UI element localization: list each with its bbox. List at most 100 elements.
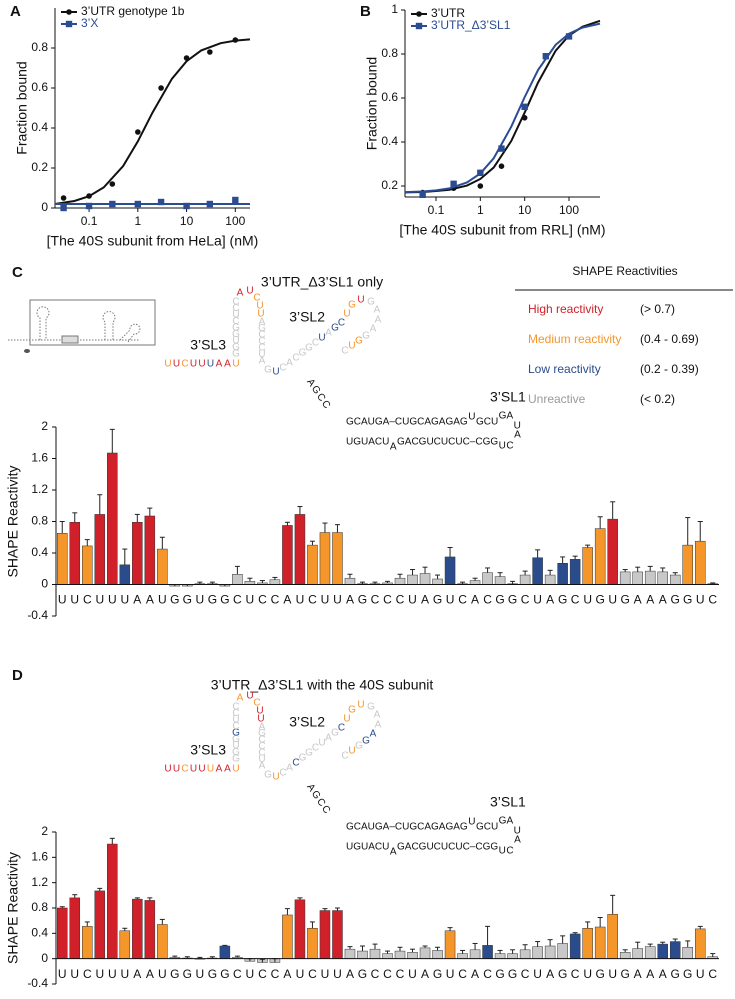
x-tick-label: A (421, 593, 429, 607)
error-bar (109, 837, 115, 845)
x-tick-label: G (220, 967, 229, 981)
x-tick-label: C (571, 593, 580, 607)
error-bar (122, 927, 128, 931)
x-tick-label: U (108, 967, 117, 981)
bar (82, 545, 93, 585)
error-bar (247, 577, 253, 582)
bar (457, 953, 468, 959)
error-bar (697, 521, 703, 542)
bar (382, 953, 393, 959)
error-bar (497, 572, 503, 577)
x-tick-label: U (321, 593, 330, 607)
nucleotide: C (258, 336, 265, 347)
x-tick-label: 1 (477, 203, 484, 217)
nucleotide: U (256, 301, 263, 312)
x-tick-label: C (371, 593, 380, 607)
error-bar (59, 906, 65, 908)
x-tick-label: A (421, 967, 429, 981)
error-bar (272, 576, 278, 580)
error-bar (660, 567, 666, 572)
stem-label: 3’SL1 (490, 794, 526, 810)
bar (644, 946, 656, 959)
sl1-sequence: A (514, 835, 521, 846)
nucleotide: G (331, 728, 339, 739)
bar (444, 930, 456, 959)
x-tick-label: 10 (518, 203, 532, 217)
y-tick-label: 0.4 (31, 926, 48, 940)
error-bar (635, 566, 641, 572)
nucleotide: G (331, 323, 339, 334)
nucleotide: C (312, 743, 319, 754)
x-tick-label: U (296, 593, 305, 607)
error-bar (134, 897, 140, 900)
bar (119, 564, 131, 585)
point (183, 55, 190, 61)
nucleotide: U (343, 714, 350, 725)
sl1-sequence: A (390, 847, 397, 858)
bar (607, 914, 618, 959)
error-bar (59, 521, 65, 534)
error-bar (547, 939, 553, 946)
bar (132, 898, 143, 959)
nucleotide: G (299, 753, 307, 764)
bar (332, 910, 343, 959)
x-tick-label: G (671, 593, 680, 607)
error-bar (72, 894, 78, 898)
x-tick-label: A (471, 593, 479, 607)
point (232, 196, 239, 204)
nucleotide: U (207, 764, 214, 775)
bar (544, 574, 556, 585)
x-axis-title: [The 40S subunit from RRL] (nM) (399, 222, 605, 238)
error-bar (372, 943, 378, 950)
error-bar (460, 581, 466, 584)
nucleotide: C (341, 751, 348, 762)
sl1-sequence: U (468, 817, 475, 828)
x-tick-label: A (346, 967, 354, 981)
connector: AGCC (304, 782, 333, 817)
nucleotide: G (232, 754, 240, 765)
nucleotide: U (198, 359, 205, 370)
x-axis-title: [The 40S subunit from HeLa] (nM) (47, 233, 259, 249)
bar (594, 528, 606, 585)
nucleotide: C (258, 748, 265, 759)
x-tick-label: U (333, 967, 342, 981)
nucleotide: G (258, 728, 266, 739)
y-tick-label: 0.2 (31, 160, 48, 174)
point (477, 169, 484, 176)
error-bar (334, 524, 340, 533)
error-bar (284, 908, 290, 915)
x-tick-label: C (521, 593, 530, 607)
nucleotide: G (367, 297, 375, 308)
y-tick-label: 0.4 (31, 120, 48, 134)
x-tick-label: A (546, 593, 554, 607)
bar (407, 952, 418, 959)
x-tick-label: U (95, 967, 104, 981)
x-tick-label: U (321, 967, 330, 981)
x-tick-label: U (70, 593, 79, 607)
nucleotide: U (232, 359, 239, 370)
point (521, 103, 528, 110)
x-tick-label: A (133, 593, 141, 607)
point (450, 180, 457, 187)
error-bar (97, 494, 103, 515)
x-tick-label: U (246, 967, 255, 981)
nucleotide: C (253, 698, 260, 709)
legend-marker (65, 20, 73, 28)
error-bar (547, 569, 553, 576)
x-tick-label: U (533, 967, 542, 981)
bar (357, 950, 368, 959)
bar (144, 515, 156, 585)
legend-title: SHAPE Reactivities (572, 264, 677, 278)
x-tick-label: C (308, 967, 317, 981)
bar (482, 572, 493, 585)
error-bar (347, 946, 353, 950)
nucleotide: A (216, 764, 223, 775)
connector: AGCC (304, 377, 333, 412)
sl1-sequence: U (514, 421, 521, 432)
error-bar (460, 949, 466, 954)
nucleotide: C (181, 764, 188, 775)
x-tick-label: G (595, 967, 604, 981)
bar (519, 949, 531, 959)
